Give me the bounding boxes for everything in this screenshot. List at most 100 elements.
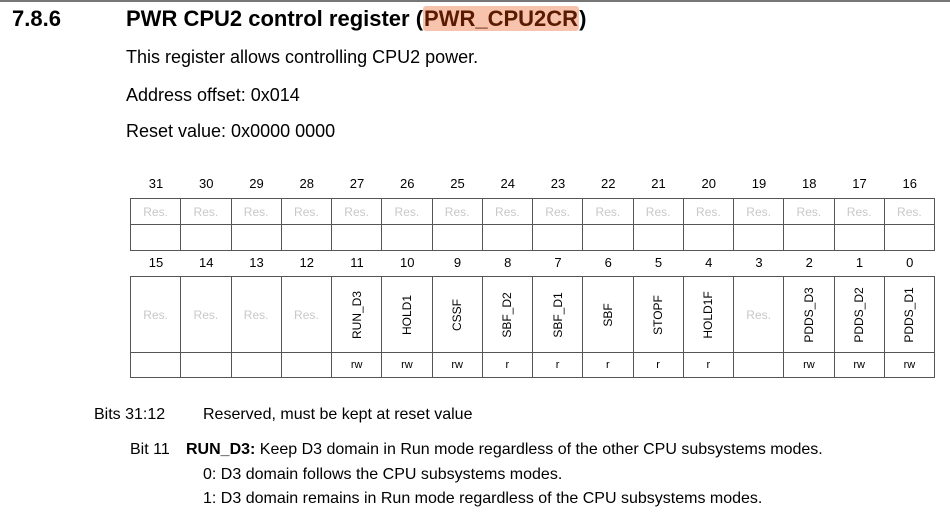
bit11-description: RUN_D3: Keep D3 domain in Run mode regar… bbox=[186, 441, 823, 459]
intro-text: This register allows controlling CPU2 po… bbox=[126, 47, 479, 67]
bit-number: 29 bbox=[249, 176, 264, 191]
field-cell: SBF bbox=[582, 276, 634, 353]
reserved-label: Res. bbox=[294, 307, 319, 322]
access-cell bbox=[130, 224, 182, 251]
field-cell: PDDS_D1 bbox=[883, 276, 935, 353]
address-offset: Address offset: 0x014 bbox=[126, 85, 300, 105]
field-cell: Res. bbox=[783, 198, 835, 225]
access-cell bbox=[481, 224, 533, 251]
access-cell: rw bbox=[783, 352, 835, 378]
bit-number: 16 bbox=[902, 176, 917, 191]
bit11-value-0: 0: D3 domain follows the CPU subsystems … bbox=[203, 466, 563, 483]
field-cell: Res. bbox=[632, 198, 684, 225]
field-cell: Res. bbox=[682, 198, 734, 225]
bit-number: 4 bbox=[705, 255, 713, 270]
reserved-label: Res. bbox=[696, 204, 721, 219]
reserved-label: Res. bbox=[796, 204, 822, 219]
bit-number: 13 bbox=[249, 255, 264, 270]
reserved-label: Res. bbox=[595, 204, 621, 219]
reserved-label: Res. bbox=[243, 204, 269, 219]
title-prefix: PWR CPU2 control register ( bbox=[126, 6, 424, 31]
reserved-label: Res. bbox=[243, 307, 269, 322]
field-name: PDDS_D2 bbox=[852, 286, 867, 343]
bit-number: 26 bbox=[400, 176, 415, 191]
reserved-label: Res. bbox=[495, 204, 520, 219]
access-cell: r bbox=[532, 352, 584, 378]
access-cell: rw bbox=[833, 352, 885, 378]
field-cell: PDDS_D2 bbox=[833, 276, 885, 353]
bit11-value-1: 1: D3 domain remains in Run mode regardl… bbox=[203, 490, 763, 507]
bit-number: 22 bbox=[601, 176, 616, 191]
bit-number: 30 bbox=[199, 176, 214, 191]
reserved-label: Res. bbox=[193, 307, 219, 322]
field-cell: Res. bbox=[130, 198, 182, 225]
field-cell: Res. bbox=[130, 276, 182, 353]
field-cell: Res. bbox=[280, 276, 332, 353]
field-name: HOLD1F bbox=[701, 290, 716, 339]
reserved-label: Res. bbox=[344, 204, 369, 219]
field-name: SBF_D1 bbox=[550, 291, 565, 338]
field-cell: RUN_D3 bbox=[331, 276, 383, 353]
field-name: PDDS_D1 bbox=[902, 286, 917, 343]
access-cell bbox=[733, 224, 785, 251]
bit-number: 14 bbox=[199, 255, 214, 270]
field-cell: Res. bbox=[481, 198, 533, 225]
reserved-label: Res. bbox=[444, 204, 470, 219]
reserved-bits-text: Reserved, must be kept at reset value bbox=[203, 406, 473, 423]
bit11-label: Bit 11 bbox=[130, 441, 170, 458]
section-number: 7.8.6 bbox=[12, 6, 61, 31]
section-title: PWR CPU2 control register (PWR_CPU2CR) bbox=[126, 6, 586, 32]
reserved-label: Res. bbox=[846, 204, 872, 219]
reserved-label: Res. bbox=[897, 204, 922, 219]
reserved-label: Res. bbox=[746, 307, 771, 322]
reserved-label: Res. bbox=[746, 204, 771, 219]
field-cell: PDDS_D3 bbox=[783, 276, 835, 353]
field-cell: Res. bbox=[230, 276, 282, 353]
field-cell: Res. bbox=[331, 198, 383, 225]
field-name: RUN_D3 bbox=[349, 290, 364, 339]
access-cell bbox=[280, 224, 332, 251]
access-cell bbox=[180, 224, 232, 251]
access-cell bbox=[381, 224, 433, 251]
access-cell bbox=[280, 352, 332, 378]
title-highlight: PWR_CPU2CR bbox=[423, 6, 580, 31]
access-cell bbox=[682, 224, 734, 251]
bit-number: 18 bbox=[802, 176, 817, 191]
reserved-label: Res. bbox=[645, 204, 671, 219]
access-cell bbox=[733, 352, 785, 378]
field-cell: CSSF bbox=[431, 276, 483, 353]
field-cell: Res. bbox=[733, 276, 785, 353]
access-cell: r bbox=[632, 352, 684, 378]
field-cell: Res. bbox=[582, 198, 634, 225]
bit-number: 6 bbox=[604, 255, 612, 270]
access-cell bbox=[632, 224, 684, 251]
access-cell: rw bbox=[431, 352, 483, 378]
access-cell: rw bbox=[883, 352, 935, 378]
field-cell: HOLD1F bbox=[682, 276, 734, 353]
field-cell: Res. bbox=[280, 198, 332, 225]
field-cell: HOLD1 bbox=[381, 276, 433, 353]
bit-number: 20 bbox=[701, 176, 716, 191]
reserved-label: Res. bbox=[143, 307, 168, 322]
access-cell bbox=[180, 352, 232, 378]
bit11-field-name: RUN_D3: bbox=[186, 441, 256, 458]
reserved-label: Res. bbox=[143, 204, 168, 219]
access-cell bbox=[883, 224, 935, 251]
field-cell: Res. bbox=[733, 198, 785, 225]
title-suffix: ) bbox=[579, 6, 587, 31]
field-cell: SBF_D1 bbox=[532, 276, 584, 353]
bit-number: 7 bbox=[554, 255, 562, 270]
bit-number: 31 bbox=[148, 176, 164, 191]
bit-number: 23 bbox=[550, 176, 566, 191]
bit-number: 10 bbox=[400, 255, 415, 270]
reserved-label: Res. bbox=[394, 204, 420, 219]
bit-number: 0 bbox=[906, 255, 914, 270]
reserved-label: Res. bbox=[193, 204, 219, 219]
field-cell: Res. bbox=[180, 276, 232, 353]
bit-number: 15 bbox=[148, 255, 164, 270]
reserved-label: Res. bbox=[545, 204, 570, 219]
field-name: PDDS_D3 bbox=[801, 286, 816, 343]
field-cell: Res. bbox=[883, 198, 935, 225]
field-cell: STOPF bbox=[632, 276, 684, 353]
field-cell: SBF_D2 bbox=[481, 276, 533, 353]
